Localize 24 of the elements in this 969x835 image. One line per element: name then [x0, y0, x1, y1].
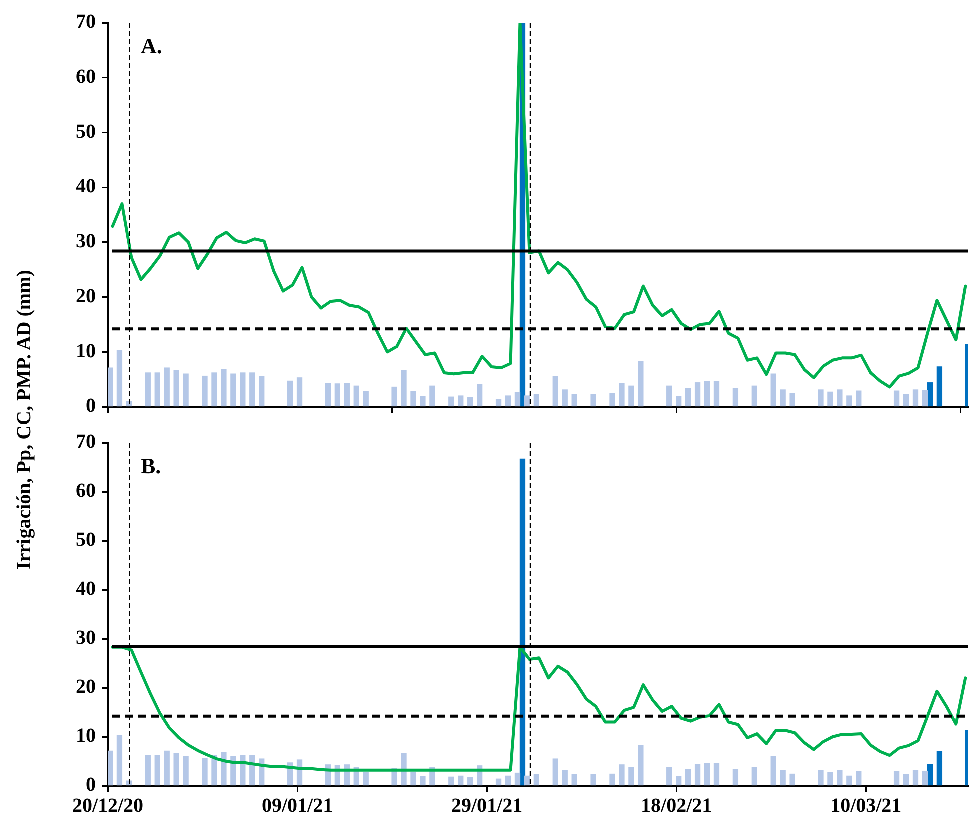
annotation: A. [141, 34, 162, 59]
x-tick-label: 18/02/21 [641, 795, 712, 818]
y-tick-label: 30 [76, 230, 96, 253]
y-tick-label: 10 [76, 725, 96, 748]
y-tick-label: 70 [76, 11, 96, 34]
x-tick-label: 20/12/20 [72, 795, 144, 818]
y-tick-label: 50 [76, 529, 96, 552]
y-tick-label: 20 [76, 676, 96, 698]
y-tick-label: 20 [76, 285, 96, 308]
y-tick-label: 0 [86, 395, 96, 418]
y-tick-label: 40 [76, 578, 96, 600]
x-tick-label: 10/03/21 [830, 795, 902, 818]
y-tick-label: 30 [76, 627, 96, 650]
y-tick-label: 40 [76, 176, 96, 198]
y-tick-label: 60 [76, 480, 96, 502]
y-tick-label: 60 [76, 66, 96, 88]
x-tick-label: 29/01/21 [452, 795, 523, 818]
y-tick-label: 70 [76, 431, 96, 454]
y-tick-label: 0 [86, 774, 96, 796]
annotation: B. [141, 454, 162, 479]
y-tick-label: 50 [76, 120, 96, 143]
y-tick-label: 10 [76, 340, 96, 362]
x-tick-label: 09/01/21 [262, 795, 334, 818]
y-axis-title: Irrigación, Pp, CC, PMP. AD (mm) [14, 270, 36, 570]
